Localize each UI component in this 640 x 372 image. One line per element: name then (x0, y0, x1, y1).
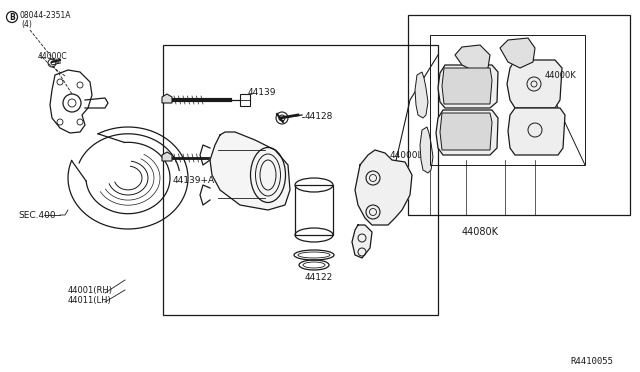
Polygon shape (162, 94, 172, 103)
Text: 44011(LH): 44011(LH) (68, 295, 112, 305)
Text: 08044-2351A: 08044-2351A (19, 10, 70, 19)
Text: 44000L: 44000L (390, 151, 424, 160)
Polygon shape (438, 65, 498, 108)
Polygon shape (442, 68, 492, 104)
Polygon shape (455, 45, 490, 72)
Bar (238, 152, 248, 164)
Bar (163, 45, 438, 315)
Polygon shape (436, 110, 498, 155)
Bar (430, 35, 585, 165)
Polygon shape (500, 38, 535, 68)
Polygon shape (507, 60, 562, 108)
Polygon shape (420, 127, 433, 173)
Text: 44000K: 44000K (545, 71, 577, 80)
Bar (295, 185, 333, 235)
Bar (240, 94, 250, 106)
Text: 44139: 44139 (248, 87, 276, 96)
Bar (408, 15, 630, 215)
Text: 44139+A: 44139+A (173, 176, 215, 185)
Text: SEC.400: SEC.400 (18, 211, 56, 219)
Polygon shape (508, 108, 565, 155)
Polygon shape (440, 113, 492, 150)
Text: 44122: 44122 (305, 273, 333, 282)
Polygon shape (355, 150, 412, 225)
Text: B: B (9, 13, 15, 22)
Polygon shape (162, 152, 172, 161)
Polygon shape (415, 72, 428, 118)
Text: 44000C: 44000C (38, 51, 68, 61)
Text: 44128: 44128 (305, 112, 333, 121)
Text: 44001(RH): 44001(RH) (68, 285, 113, 295)
Polygon shape (210, 132, 290, 210)
Polygon shape (352, 225, 372, 258)
Text: R4410055: R4410055 (570, 357, 613, 366)
Text: 44080K: 44080K (461, 227, 499, 237)
Text: (4): (4) (21, 19, 32, 29)
